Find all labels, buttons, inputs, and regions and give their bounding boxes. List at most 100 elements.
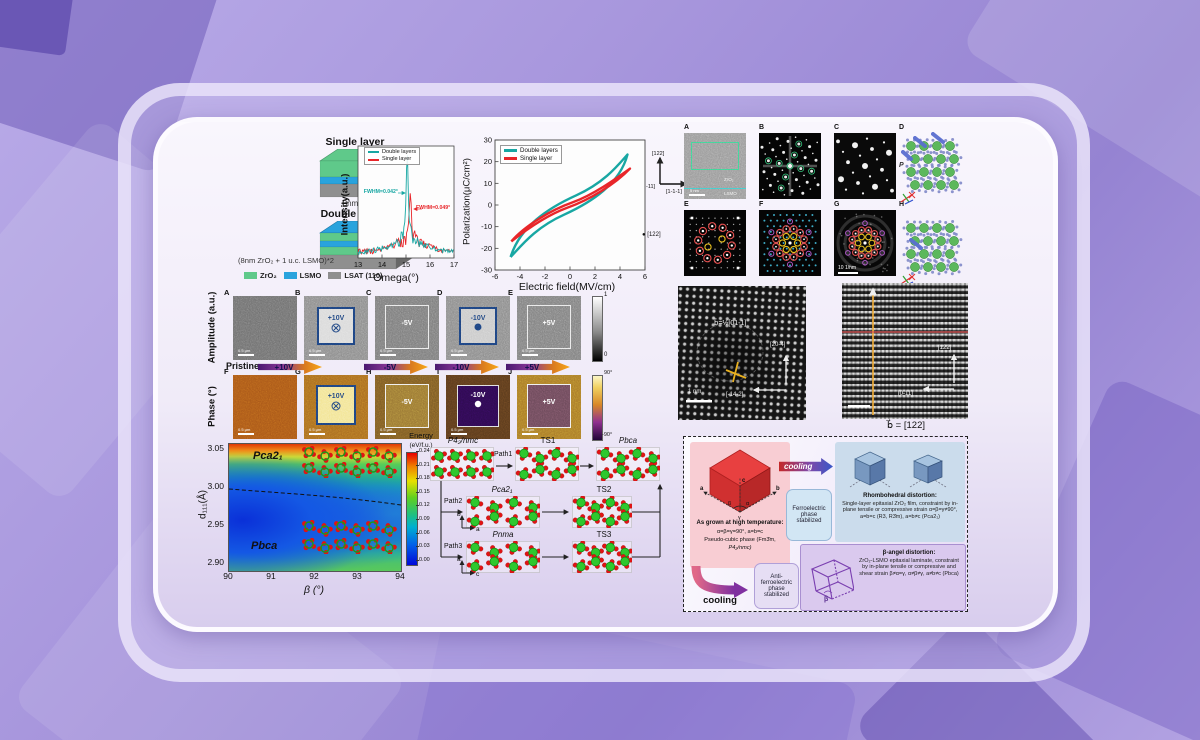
- stem-laminate-image: [122] [0-11]: [842, 283, 968, 419]
- pfm-scalebar: [522, 354, 538, 356]
- svg-text:4: 4: [618, 272, 622, 281]
- pfm-scalebar-label: 0.5 μm: [238, 348, 251, 353]
- cbar-tick: [416, 532, 419, 534]
- xrd-ylabel: Intensity(a.u.): [339, 173, 351, 236]
- ts2-title: TS2: [596, 485, 612, 494]
- energy-cbar-title: Energy (eV/f.u.): [392, 431, 450, 449]
- pfm-scalebar: [238, 354, 254, 356]
- pfm-scalebar-label: 0.5 μm: [380, 427, 393, 432]
- legend-item: LSAT (110): [328, 271, 383, 280]
- stack-legend: ZrO₂ LSMO LSAT (110): [244, 271, 383, 280]
- tick-label: 3.05: [207, 443, 224, 453]
- tick-label: 0.21: [419, 461, 430, 468]
- cooling-top-label: cooling: [784, 462, 813, 471]
- svg-text:2: 2: [593, 272, 597, 281]
- simulated-diffraction: [834, 133, 896, 199]
- pink-box-line2: Pseudo-cubic phase (Fm3̄m,: [704, 537, 776, 543]
- tick-label: 90: [223, 571, 233, 581]
- cell-alpha: α: [746, 501, 750, 507]
- phase-diagram-map: Pca2₁ Pbca: [228, 443, 402, 572]
- cbar-tick: [416, 451, 419, 452]
- tick-label: 3.00: [207, 481, 224, 491]
- panel-letter-f: F: [759, 201, 764, 208]
- axis-a-label: a: [476, 526, 480, 533]
- tick-label: 0.15: [419, 488, 430, 495]
- double-layers-caption: (8nm ZrO₂ + 1 u.c. LSMO)*2: [238, 256, 334, 265]
- pfm-letter: J: [508, 367, 513, 376]
- pfm-box-label: -5V: [401, 320, 413, 327]
- cooling-arrow-bottom: [691, 565, 748, 598]
- energy-title: Energy: [409, 431, 433, 440]
- pfm-letter: I: [437, 367, 440, 376]
- svg-text:17: 17: [450, 260, 458, 269]
- svg-text:15: 15: [402, 260, 410, 269]
- bg-shape: [0, 0, 75, 56]
- pbca-title: Pbca: [618, 436, 638, 445]
- stem-axis-left: [-14-2]: [726, 392, 744, 398]
- panel-letter-g: G: [834, 201, 840, 208]
- pbca-structure: [596, 447, 660, 481]
- stem-scalebar-label: 1 nm: [688, 389, 702, 395]
- p42nmc-structure: [430, 447, 494, 481]
- crystal-structure-d: P: [897, 130, 965, 208]
- tick-label: 0.03: [419, 543, 430, 550]
- cbar-tick: [416, 505, 419, 507]
- tick-label: 0.12: [419, 502, 430, 509]
- pca21-structure: [466, 496, 540, 528]
- pfm-letter: F: [224, 367, 229, 376]
- pfm-phase-minus10: -10V 0.5 μm: [446, 375, 510, 439]
- poling-arrow-label: -5V: [383, 362, 397, 372]
- tick-label: 0.18: [419, 475, 430, 482]
- panel-letter-b: B: [759, 124, 765, 131]
- svg-text:-2: -2: [542, 272, 549, 281]
- polarization-label: P: [899, 162, 904, 169]
- tem-scalebar-label: 5 nm: [690, 188, 699, 193]
- svg-text:0: 0: [488, 201, 492, 210]
- pink-box-line3: P4₂/nmc): [728, 545, 752, 551]
- axis-a2-label: a: [457, 556, 461, 563]
- svg-text:30: 30: [484, 136, 492, 145]
- ts1-structure: [515, 447, 579, 481]
- pfm-letter: D: [437, 288, 443, 297]
- pfm-scalebar-label: 0.5 μm: [451, 427, 464, 432]
- saed-pattern-g: 10 1/nm: [834, 210, 896, 276]
- legend-item: LSMO: [283, 271, 321, 280]
- svg-text:-10: -10: [481, 222, 492, 231]
- pfm-scalebar-label: 0.5 μm: [451, 348, 464, 353]
- pfm-scalebar-label: 0.5 μm: [522, 348, 535, 353]
- pnma-structure: [466, 541, 540, 573]
- xrd-legend-double: Double layers: [382, 149, 417, 155]
- xrd-legend: Double layers Single layer: [364, 147, 421, 165]
- pe-xlabel: Electric field(MV/cm): [518, 281, 616, 293]
- pe-ylabel: Polarization(μC/cm²): [461, 158, 473, 245]
- pfm-box-label: +5V: [542, 399, 556, 406]
- legend-swatch: [283, 272, 297, 279]
- pfm-phase-plus5: +5V 0.5 μm: [517, 375, 581, 439]
- panel-letter-h: H: [899, 201, 905, 208]
- pe-legend-single: Single layer: [520, 155, 553, 163]
- pfm-scalebar: [309, 354, 325, 356]
- cell-axis-b: b: [776, 486, 780, 492]
- amp-cbar-top: 1: [604, 292, 608, 298]
- pfm-scalebar-label: 0.5 μm: [522, 427, 535, 432]
- pca21-structure-inset: [302, 446, 397, 478]
- pfm-scalebar: [380, 354, 396, 356]
- xrd-fwhm-single: FWHM=0.049°: [416, 205, 451, 211]
- blue-box-body: Single-layer epitaxial ZrO₂ film, constr…: [842, 501, 958, 520]
- pfm-box-label: -5V: [401, 399, 413, 406]
- cbar-tick: [416, 559, 419, 561]
- purple-box-body: ZrO₂-LSMO epitaxial laminate, constraint…: [859, 558, 959, 577]
- saed-scalebar: [838, 272, 858, 274]
- antiferroelectric-box: Anti-ferroelectric phase stabilized: [754, 563, 799, 609]
- svg-text:20: 20: [484, 157, 492, 166]
- pfm-box-label: +5V: [542, 320, 556, 327]
- saed-scalebar-label: 10 1/nm: [838, 265, 857, 271]
- cbar-tick: [416, 491, 419, 493]
- axis-b-label: b: [457, 511, 461, 518]
- cbar-tick: [416, 478, 419, 479]
- pfm-phase-minus5: -5V 0.5 μm: [375, 375, 439, 439]
- zone-axis-label: ● [122]: [642, 232, 661, 238]
- ts3-title: TS3: [596, 530, 612, 539]
- pd-ylabel: d₁₁₁(Å): [197, 490, 209, 520]
- pfm-scalebar-label: 0.5 μm: [309, 427, 322, 432]
